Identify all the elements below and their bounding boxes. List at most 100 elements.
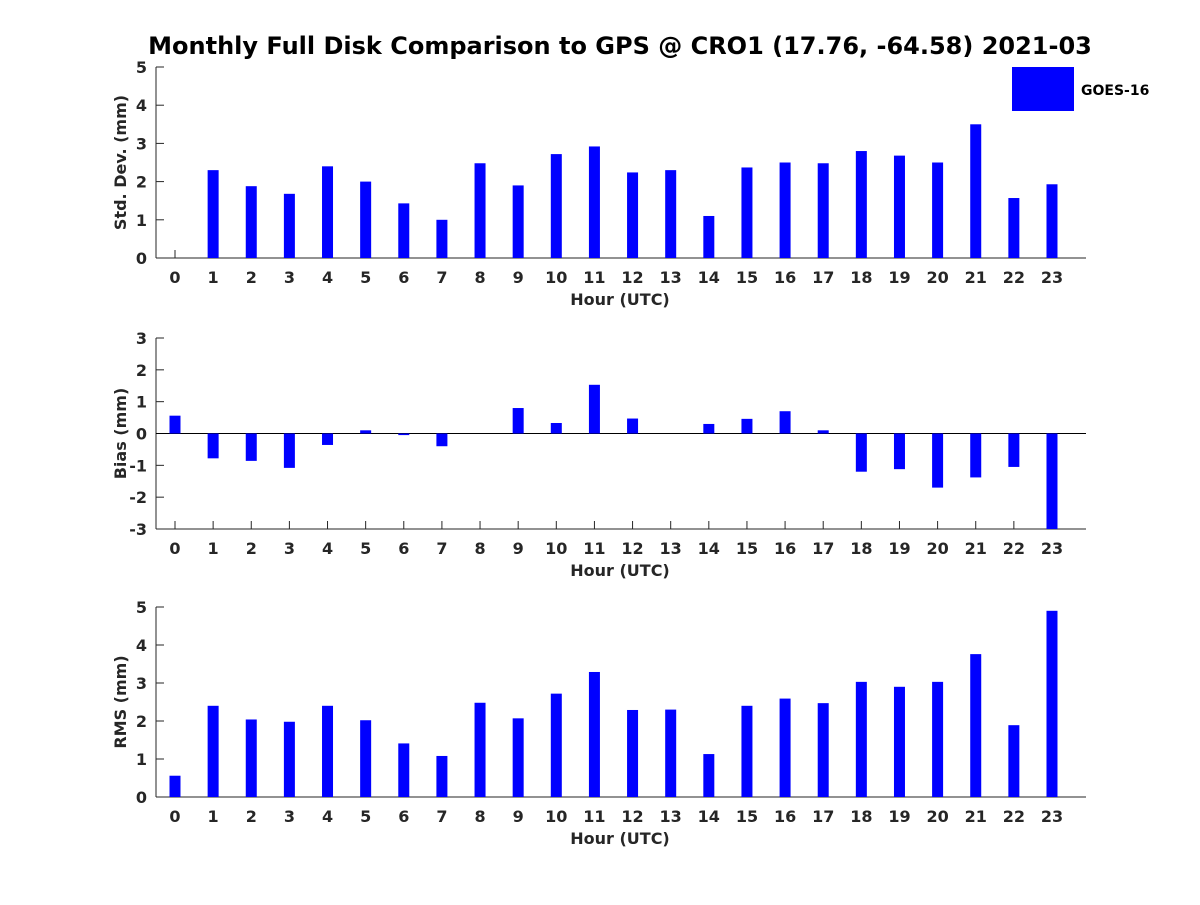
bar <box>817 163 829 258</box>
bar <box>627 172 639 258</box>
bar <box>550 422 562 434</box>
x-tick-label: 19 <box>888 807 910 826</box>
bar <box>207 705 219 797</box>
bar <box>322 705 334 797</box>
bar <box>550 154 562 258</box>
x-tick-label: 4 <box>322 807 333 826</box>
bar <box>893 433 905 470</box>
bar <box>627 418 639 434</box>
bar <box>436 433 448 447</box>
bar <box>970 433 982 478</box>
bar <box>932 433 944 488</box>
bar <box>474 163 486 258</box>
x-tick-label: 15 <box>736 539 758 558</box>
x-tick-label: 2 <box>246 268 257 287</box>
bar <box>779 162 791 258</box>
x-tick-label: 19 <box>888 268 910 287</box>
x-tick-label: 17 <box>812 268 834 287</box>
x-tick-label: 10 <box>545 539 567 558</box>
bar <box>665 709 677 797</box>
y-tick-label: 5 <box>136 58 147 77</box>
x-axis-label: Hour (UTC) <box>570 561 670 580</box>
bar <box>360 720 372 797</box>
y-tick-label: 2 <box>136 712 147 731</box>
bar <box>741 705 753 797</box>
y-tick-label: 1 <box>136 750 147 769</box>
bar <box>703 754 715 797</box>
x-tick-label: 22 <box>1003 539 1025 558</box>
x-tick-label: 6 <box>398 268 409 287</box>
y-tick-label: 3 <box>136 329 147 348</box>
x-tick-label: 18 <box>850 268 872 287</box>
x-tick-label: 8 <box>474 539 485 558</box>
x-tick-label: 21 <box>965 807 987 826</box>
bar <box>1046 433 1058 529</box>
legend-label: GOES-16 <box>1081 83 1149 99</box>
x-tick-label: 23 <box>1041 807 1063 826</box>
x-tick-label: 23 <box>1041 539 1063 558</box>
x-tick-label: 19 <box>888 539 910 558</box>
bar <box>436 755 448 797</box>
bar <box>245 186 257 258</box>
bar <box>741 418 753 434</box>
bar <box>893 686 905 797</box>
x-tick-label: 3 <box>284 268 295 287</box>
bar <box>1008 433 1020 467</box>
x-tick-label: 11 <box>583 539 605 558</box>
x-tick-label: 20 <box>926 268 948 287</box>
x-tick-label: 5 <box>360 807 371 826</box>
x-tick-label: 8 <box>474 268 485 287</box>
x-tick-label: 0 <box>169 268 180 287</box>
y-tick-label: 0 <box>136 788 147 807</box>
x-tick-label: 7 <box>436 539 447 558</box>
x-tick-label: 12 <box>621 268 643 287</box>
bar <box>398 203 410 258</box>
bar <box>855 681 867 797</box>
y-tick-label: 5 <box>136 598 147 617</box>
x-tick-label: 22 <box>1003 268 1025 287</box>
y-tick-label: 2 <box>136 173 147 192</box>
x-tick-label: 21 <box>965 268 987 287</box>
bar <box>436 219 448 258</box>
x-tick-label: 20 <box>926 539 948 558</box>
bar <box>1008 725 1020 797</box>
x-tick-label: 4 <box>322 539 333 558</box>
x-tick-label: 10 <box>545 807 567 826</box>
bar <box>588 384 600 434</box>
bar <box>169 415 181 434</box>
x-tick-label: 3 <box>284 807 295 826</box>
bar <box>398 743 410 797</box>
x-tick-label: 23 <box>1041 268 1063 287</box>
x-tick-label: 0 <box>169 807 180 826</box>
bar <box>703 215 715 258</box>
bar <box>588 671 600 797</box>
bar <box>627 709 639 797</box>
bar <box>1046 610 1058 797</box>
x-tick-label: 15 <box>736 268 758 287</box>
x-tick-label: 5 <box>360 539 371 558</box>
bar <box>1008 198 1020 258</box>
bar <box>207 170 219 258</box>
x-tick-label: 16 <box>774 539 796 558</box>
bar <box>512 408 524 434</box>
x-tick-label: 18 <box>850 539 872 558</box>
x-tick-label: 17 <box>812 539 834 558</box>
y-tick-label: 1 <box>136 393 147 412</box>
y-tick-label: -3 <box>129 520 147 539</box>
x-tick-label: 7 <box>436 268 447 287</box>
y-axis-label: RMS (mm) <box>111 655 130 748</box>
x-tick-label: 16 <box>774 268 796 287</box>
x-tick-label: 13 <box>660 807 682 826</box>
x-tick-label: 1 <box>208 807 219 826</box>
bar <box>779 698 791 797</box>
y-axis-label: Bias (mm) <box>111 388 130 480</box>
y-axis-label: Std. Dev. (mm) <box>111 95 130 230</box>
y-tick-label: 4 <box>136 96 147 115</box>
x-tick-label: 14 <box>698 807 720 826</box>
bar <box>970 124 982 258</box>
x-tick-label: 7 <box>436 807 447 826</box>
bar <box>322 433 334 445</box>
y-tick-label: 4 <box>136 636 147 655</box>
